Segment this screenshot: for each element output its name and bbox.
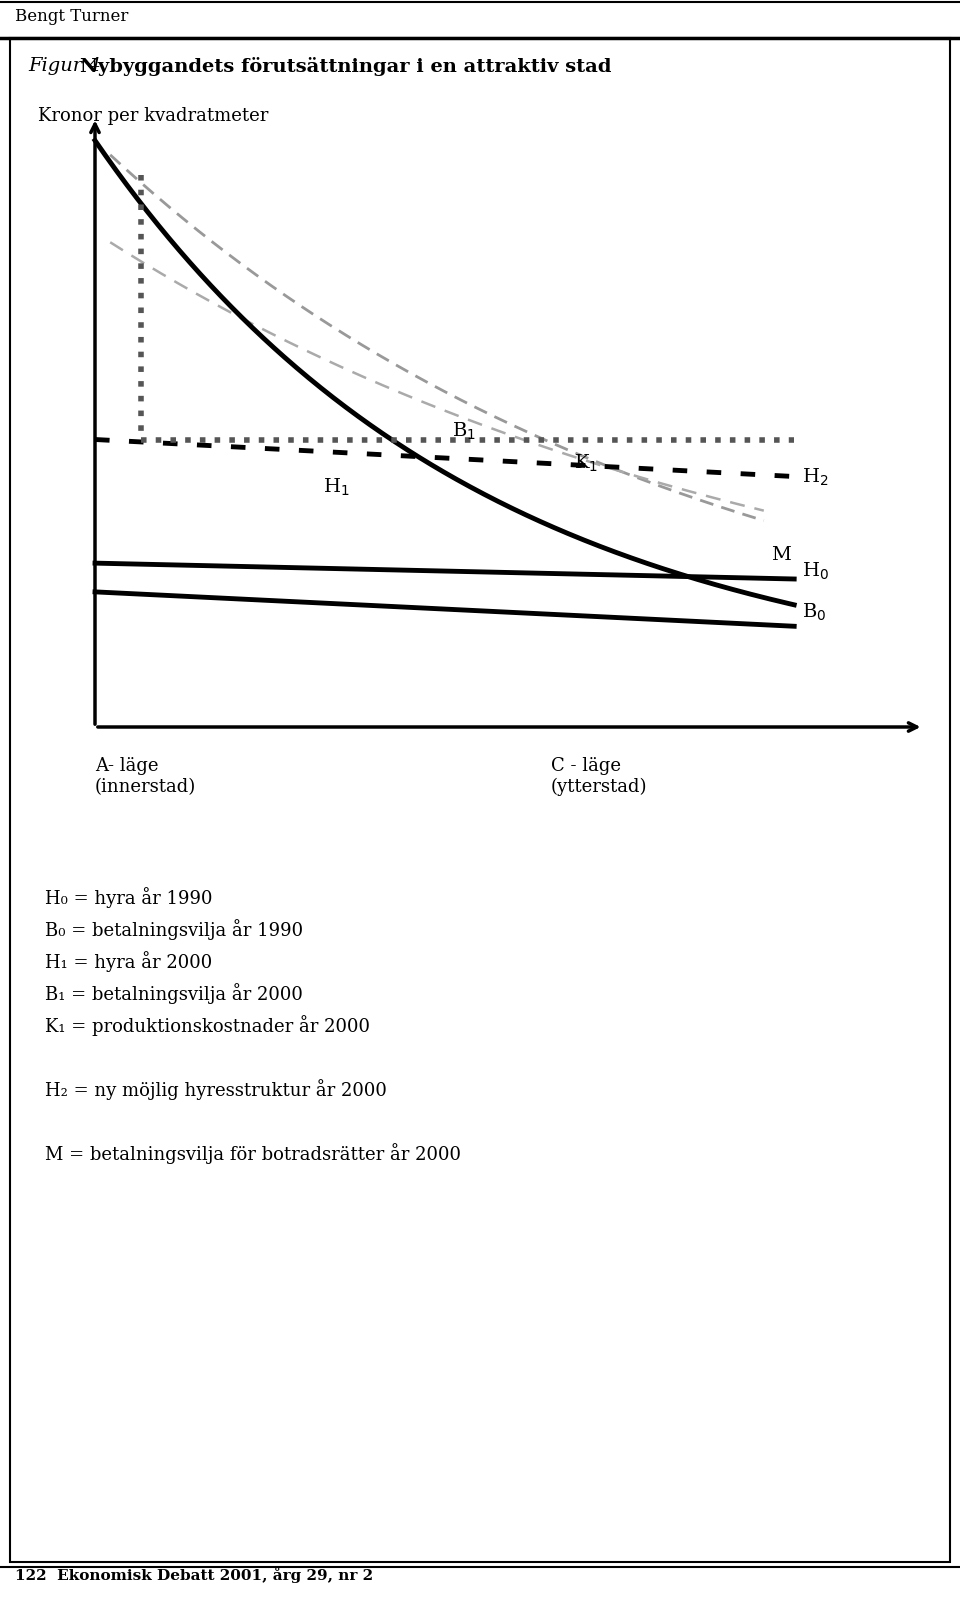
Text: H₂ = ny möjlig hyresstruktur år 2000: H₂ = ny möjlig hyresstruktur år 2000 — [45, 1080, 387, 1100]
Text: B$_1$: B$_1$ — [452, 422, 476, 442]
Text: A- läge
(innerstad): A- läge (innerstad) — [95, 757, 196, 795]
Text: K$_1$: K$_1$ — [574, 452, 598, 474]
Text: H₁ = hyra år 2000: H₁ = hyra år 2000 — [45, 950, 212, 973]
Text: 122  Ekonomisk Debatt 2001, årg 29, nr 2: 122 Ekonomisk Debatt 2001, årg 29, nr 2 — [15, 1567, 373, 1583]
Text: M = betalningsvilja för botradsrätter år 2000: M = betalningsvilja för botradsrätter år… — [45, 1143, 461, 1164]
Text: Figur 4: Figur 4 — [28, 57, 107, 75]
Text: C - läge
(ytterstad): C - läge (ytterstad) — [551, 757, 647, 795]
Text: Bengt Turner: Bengt Turner — [15, 8, 129, 26]
Text: B₀ = betalningsvilja år 1990: B₀ = betalningsvilja år 1990 — [45, 918, 303, 941]
Text: Kronor per kvadratmeter: Kronor per kvadratmeter — [38, 107, 269, 125]
Text: M: M — [772, 546, 791, 564]
Text: H₀ = hyra år 1990: H₀ = hyra år 1990 — [45, 886, 212, 909]
Text: H$_0$: H$_0$ — [802, 561, 828, 583]
Text: B$_0$: B$_0$ — [802, 602, 826, 623]
Text: Nybyggandets förutsättningar i en attraktiv stad: Nybyggandets förutsättningar i en attrak… — [80, 57, 612, 77]
Text: K₁ = produktionskostnader år 2000: K₁ = produktionskostnader år 2000 — [45, 1016, 370, 1036]
Text: H$_1$: H$_1$ — [323, 478, 349, 498]
Text: H$_2$: H$_2$ — [802, 466, 828, 487]
Text: B₁ = betalningsvilja år 2000: B₁ = betalningsvilja år 2000 — [45, 984, 302, 1005]
